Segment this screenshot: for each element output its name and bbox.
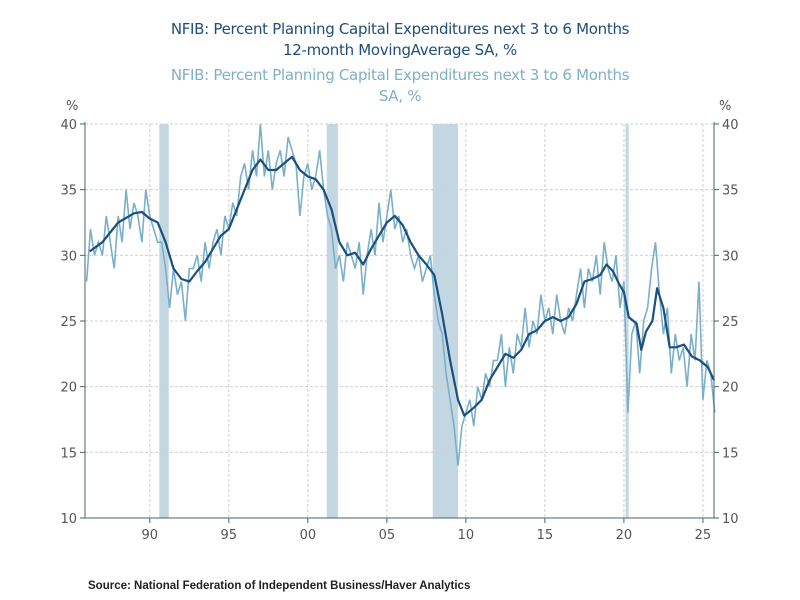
y-tick-label-right: 25 [722, 315, 739, 330]
y-axis-label-left: % [66, 99, 78, 114]
y-tick-label-right: 30 [722, 249, 739, 264]
x-tick-label: 90 [142, 528, 159, 543]
x-tick-label: 15 [537, 528, 554, 543]
series-line-moving-average [89, 155, 715, 417]
y-tick-label-left: 10 [60, 512, 77, 527]
x-tick-label: 00 [300, 528, 317, 543]
y-tick-label-left: 35 [60, 184, 77, 199]
chart-title-line-2: 12-month MovingAverage SA, % [283, 41, 517, 59]
series-line-raw [85, 123, 716, 466]
x-tick-label: 10 [458, 528, 475, 543]
x-tick-label: 95 [221, 528, 238, 543]
recession-band [159, 124, 169, 518]
y-tick-label-right: 20 [722, 381, 739, 396]
y-tick-label-left: 25 [60, 315, 77, 330]
x-tick-label: 05 [379, 528, 396, 543]
y-tick-label-left: 30 [60, 249, 77, 264]
y-tick-label-left: 20 [60, 381, 77, 396]
y-axis-label-right: % [719, 99, 731, 114]
y-tick-label-left: 15 [60, 446, 77, 461]
chart-subtitle-line-2: SA, % [378, 87, 422, 105]
chart-title-line-1: NFIB: Percent Planning Capital Expenditu… [170, 20, 630, 38]
x-tick-label: 25 [695, 528, 712, 543]
chart-subtitle-line-1: NFIB: Percent Planning Capital Expenditu… [170, 66, 630, 84]
y-tick-label-left: 40 [60, 118, 77, 133]
y-tick-label-right: 40 [722, 118, 739, 133]
y-tick-label-right: 15 [722, 446, 739, 461]
source-note: Source: National Federation of Independe… [88, 580, 471, 592]
y-tick-label-right: 10 [722, 512, 739, 527]
y-tick-label-right: 35 [722, 184, 739, 199]
x-tick-label: 20 [616, 528, 633, 543]
